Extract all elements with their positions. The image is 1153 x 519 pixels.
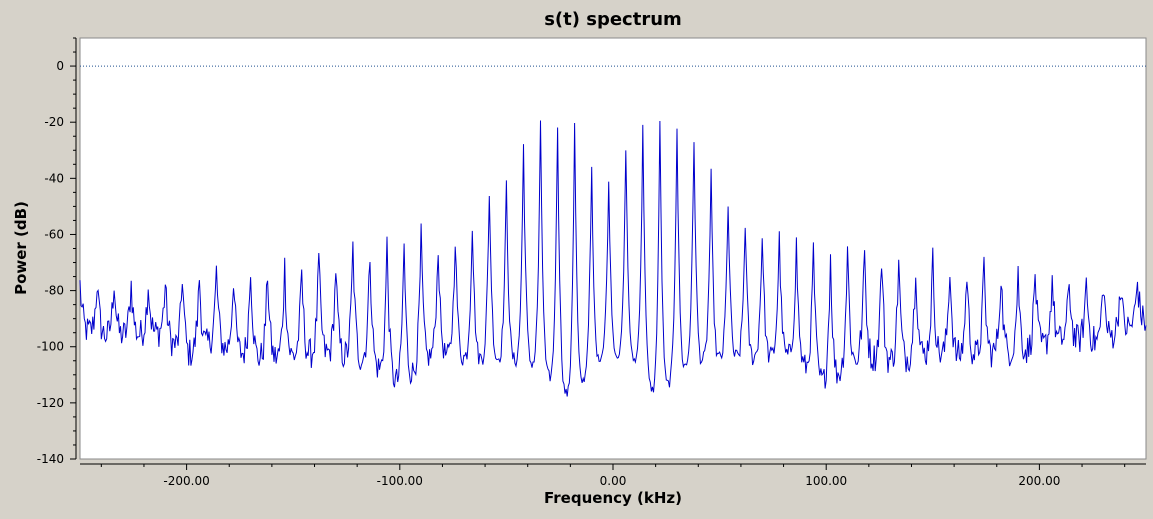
x-tick-label: 0.00 <box>600 474 627 488</box>
x-tick-label: -200.00 <box>163 474 209 488</box>
x-axis-label: Frequency (kHz) <box>544 489 682 507</box>
y-tick-label: -20 <box>44 115 64 129</box>
y-axis: 0 -20 -40 -60 -80 -100 -120 -140 <box>37 37 77 466</box>
plot-area <box>79 37 1147 460</box>
x-tick-label: -100.00 <box>377 474 423 488</box>
y-tick-label: 0 <box>56 59 64 73</box>
x-tick-label: 200.00 <box>1018 474 1060 488</box>
y-axis-label: Power (dB) <box>12 201 30 295</box>
chart-title: s(t) spectrum <box>544 9 682 30</box>
x-tick-label: 100.00 <box>805 474 847 488</box>
y-tick-label: -140 <box>37 452 64 466</box>
y-tick-label: -80 <box>44 284 64 298</box>
y-tick-label: -100 <box>37 340 64 354</box>
spectrum-series-line <box>79 120 1147 397</box>
y-tick-label: -60 <box>44 227 64 241</box>
y-tick-label: -40 <box>44 171 64 185</box>
x-axis: -200.00 -100.00 0.00 100.00 200.00 <box>80 463 1146 488</box>
y-tick-label: -120 <box>37 396 64 410</box>
